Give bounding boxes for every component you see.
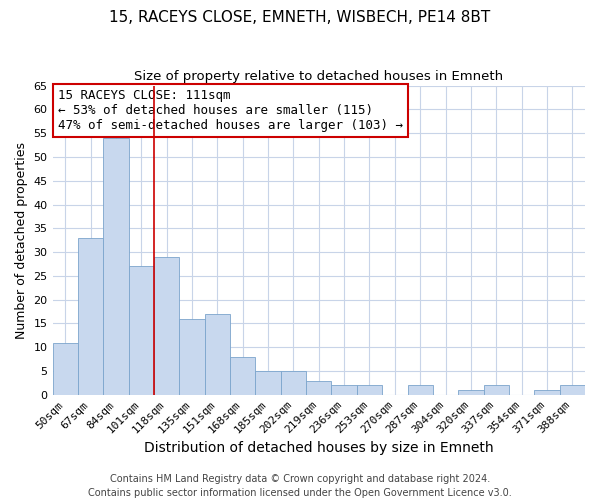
Bar xyxy=(128,266,154,395)
Bar xyxy=(407,386,433,395)
Title: Size of property relative to detached houses in Emneth: Size of property relative to detached ho… xyxy=(134,70,503,83)
Bar xyxy=(256,371,281,395)
Text: 15 RACEYS CLOSE: 111sqm
← 53% of detached houses are smaller (115)
47% of semi-d: 15 RACEYS CLOSE: 111sqm ← 53% of detache… xyxy=(58,88,403,132)
Text: Contains HM Land Registry data © Crown copyright and database right 2024.
Contai: Contains HM Land Registry data © Crown c… xyxy=(88,474,512,498)
Bar xyxy=(484,386,509,395)
Bar xyxy=(103,138,128,395)
Bar xyxy=(78,238,103,395)
Bar xyxy=(230,357,256,395)
Bar xyxy=(534,390,560,395)
Bar xyxy=(205,314,230,395)
X-axis label: Distribution of detached houses by size in Emneth: Distribution of detached houses by size … xyxy=(144,441,494,455)
Text: 15, RACEYS CLOSE, EMNETH, WISBECH, PE14 8BT: 15, RACEYS CLOSE, EMNETH, WISBECH, PE14 … xyxy=(109,10,491,25)
Bar xyxy=(331,386,357,395)
Bar xyxy=(560,386,585,395)
Bar xyxy=(357,386,382,395)
Bar xyxy=(154,257,179,395)
Bar xyxy=(179,318,205,395)
Bar xyxy=(458,390,484,395)
Y-axis label: Number of detached properties: Number of detached properties xyxy=(15,142,28,338)
Bar xyxy=(281,371,306,395)
Bar xyxy=(53,342,78,395)
Bar xyxy=(306,380,331,395)
